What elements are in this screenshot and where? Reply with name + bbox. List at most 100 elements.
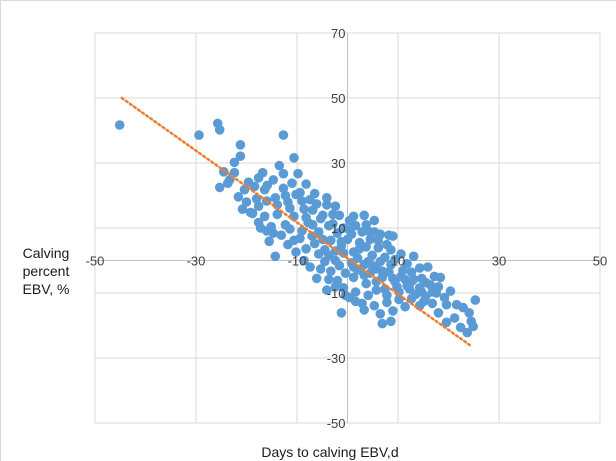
- data-point: [214, 125, 225, 135]
- data-point: [396, 249, 406, 259]
- data-point: [301, 244, 311, 254]
- data-point: [229, 157, 240, 168]
- data-point: [299, 204, 309, 214]
- data-point: [369, 227, 380, 237]
- data-point: [274, 160, 285, 171]
- data-point: [283, 197, 293, 207]
- data-point: [375, 256, 386, 267]
- data-point: [235, 151, 246, 161]
- data-point: [367, 260, 378, 271]
- data-point: [311, 273, 322, 284]
- y-tick-label: 30: [331, 156, 345, 171]
- data-point: [359, 305, 370, 315]
- data-point: [293, 168, 303, 179]
- data-point: [233, 192, 244, 202]
- data-point: [359, 210, 370, 221]
- y-tick-label: 50: [331, 91, 345, 106]
- data-point: [388, 231, 398, 241]
- data-point: [251, 194, 262, 204]
- data-point: [350, 296, 361, 307]
- data-point: [365, 234, 376, 245]
- data-point: [289, 153, 299, 163]
- data-point: [194, 130, 204, 140]
- data-point: [326, 235, 336, 246]
- data-point: [259, 211, 270, 222]
- trendline: [120, 96, 471, 347]
- data-point: [268, 175, 279, 185]
- data-point: [289, 211, 299, 222]
- y-tick-label: 10: [331, 221, 345, 236]
- data-point: [416, 287, 427, 297]
- data-point: [245, 207, 256, 218]
- data-point: [330, 282, 341, 292]
- data-point: [464, 308, 475, 318]
- data-point: [338, 248, 349, 258]
- data-point: [361, 220, 372, 230]
- data-point: [373, 235, 384, 246]
- data-point: [272, 209, 283, 220]
- data-point: [468, 321, 479, 332]
- data-point: [388, 273, 398, 284]
- data-point: [388, 306, 398, 316]
- data-point: [408, 251, 419, 262]
- data-point: [328, 219, 338, 229]
- data-point: [326, 266, 336, 277]
- data-point: [427, 298, 438, 309]
- data-point: [441, 299, 452, 310]
- data-point: [309, 238, 320, 249]
- data-point: [435, 272, 446, 283]
- x-tick-label: 10: [391, 254, 405, 269]
- data-point: [400, 301, 410, 312]
- data-point: [354, 244, 365, 254]
- data-point: [416, 273, 427, 284]
- x-tick-labels: -50 -30 -10 10 30 50: [86, 254, 608, 269]
- data-point: [253, 217, 264, 228]
- y-tick-label: -30: [327, 351, 346, 366]
- data-point: [305, 262, 315, 272]
- data-point: [299, 255, 309, 266]
- data-point: [470, 295, 481, 305]
- data-point: [375, 309, 386, 319]
- data-point: [324, 274, 334, 285]
- data-point: [369, 300, 380, 311]
- data-point: [307, 220, 318, 230]
- data-point: [309, 188, 320, 199]
- data-point: [270, 251, 281, 262]
- data-point: [377, 266, 388, 277]
- data-point: [419, 296, 429, 307]
- data-point: [361, 278, 372, 289]
- x-tick-label: -10: [288, 254, 307, 269]
- data-point: [253, 201, 264, 211]
- data-point: [276, 230, 287, 240]
- data-point: [114, 120, 125, 130]
- data-point: [334, 210, 345, 221]
- y-axis-label-line: EBV, %: [22, 281, 70, 297]
- data-point: [394, 294, 404, 305]
- x-tick-label: -50: [86, 254, 105, 269]
- x-tick-label: -30: [187, 254, 206, 269]
- data-point: [322, 193, 332, 203]
- data-point: [324, 250, 334, 261]
- data-point: [262, 180, 273, 191]
- y-tick-labels: -50 -30 -10 10 30 50 70: [327, 26, 346, 431]
- data-point: [371, 285, 382, 295]
- data-point: [297, 196, 307, 206]
- data-point: [348, 272, 359, 283]
- data-point: [295, 187, 305, 198]
- data-point: [301, 212, 311, 223]
- data-point: [340, 268, 351, 279]
- data-point: [414, 263, 425, 273]
- data-point: [373, 243, 384, 253]
- data-point: [291, 247, 301, 257]
- data-point: [249, 181, 260, 192]
- data-point: [386, 316, 396, 327]
- data-point: [336, 308, 347, 318]
- data-point: [301, 179, 311, 189]
- data-point: [264, 236, 275, 247]
- data-point: [280, 220, 291, 230]
- data-point: [278, 130, 289, 140]
- data-point: [441, 317, 452, 328]
- data-point: [235, 140, 246, 150]
